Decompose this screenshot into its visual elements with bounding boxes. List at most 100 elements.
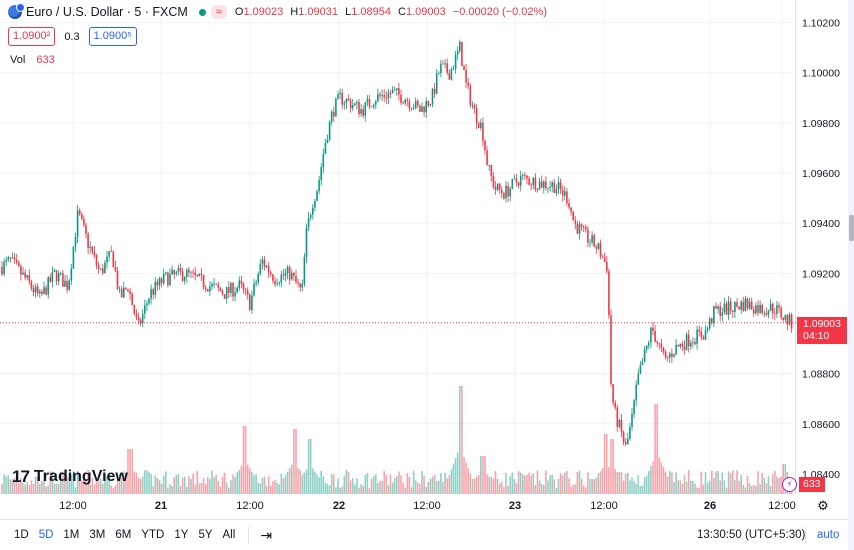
range-button-1m[interactable]: 1M (63, 529, 80, 541)
candle-body (97, 265, 100, 269)
candle-body (238, 280, 241, 288)
volume-bar (97, 481, 100, 494)
volume-bar (387, 484, 390, 494)
candlestick-series[interactable] (1, 39, 793, 447)
volume-bar (419, 484, 421, 494)
range-button-3m[interactable]: 3M (89, 529, 106, 541)
candle-body (708, 318, 711, 329)
volume-bar (278, 484, 280, 494)
candle-body (442, 63, 444, 65)
candle-body (692, 341, 694, 343)
volume-legend[interactable]: Vol 633 (10, 54, 55, 66)
candle-body (635, 384, 637, 401)
lightning-icon[interactable]: ⚡ (782, 477, 797, 492)
candle-body (11, 257, 14, 259)
volume-bar (425, 486, 427, 494)
range-button-all[interactable]: All (222, 529, 236, 541)
candle-body (43, 287, 45, 294)
volume-bar (675, 472, 677, 494)
candle-body (505, 185, 507, 199)
volume-bar (339, 487, 341, 494)
volume-bar (648, 470, 650, 494)
volume-bar (137, 477, 140, 494)
volume-bar (389, 474, 392, 494)
volume-bar (662, 467, 665, 494)
volume-bar (240, 466, 243, 494)
volume-bar (225, 482, 228, 494)
volume-bar (295, 429, 297, 494)
range-button-1d[interactable]: 1D (14, 529, 29, 541)
candle-body (564, 191, 566, 196)
candle-body (677, 344, 679, 347)
volume-bar (748, 483, 751, 494)
candle-body (175, 271, 178, 275)
candle-body (127, 289, 129, 291)
candle-body (748, 301, 751, 309)
candle-body (551, 182, 553, 187)
candle-body (446, 63, 448, 73)
time-axis[interactable]: 12:00 21 12:00 22 12:00 23 12:00 26 12:00 (0, 494, 796, 516)
volume-bar (765, 483, 768, 494)
range-button-1y[interactable]: 1Y (174, 529, 189, 541)
volume-bar (217, 481, 220, 494)
time-tick-label: 21 (154, 500, 168, 512)
candle-body (620, 419, 623, 433)
candle-body (414, 100, 417, 109)
volume-bar (318, 477, 320, 494)
quote-row: 1.0900² 0.3 1.0900⁵ (8, 27, 137, 46)
calendar-goto-icon[interactable]: ⇥ (260, 526, 273, 543)
candle-body (144, 305, 146, 314)
auto-scale-button[interactable]: auto (817, 529, 840, 541)
gear-icon[interactable]: ⚙ (817, 498, 829, 513)
candle-body (146, 303, 148, 306)
volume-bar (692, 480, 694, 494)
scrollbar-thumb[interactable] (849, 215, 854, 241)
chart-pane[interactable] (0, 0, 796, 494)
toolbar-divider (248, 526, 250, 544)
candle-body (217, 284, 220, 288)
volume-bar (564, 472, 566, 494)
candle-body (131, 293, 133, 306)
data-status-badge[interactable]: ≈ (210, 5, 227, 19)
price-chart[interactable] (0, 0, 796, 494)
volume-bar (444, 473, 446, 494)
candle-body (765, 312, 768, 315)
volume-bar (480, 456, 482, 494)
price-scale[interactable]: 1.10200 1.10000 1.09800 1.09600 1.09400 1.092… (796, 0, 848, 494)
right-panel-edge (848, 0, 854, 550)
candle-body (291, 272, 293, 280)
volume-bar (532, 473, 535, 494)
range-button-5d[interactable]: 5D (38, 529, 54, 541)
candle-body (427, 101, 430, 106)
buy-button[interactable]: 1.0900⁵ (88, 27, 137, 46)
candle-body (507, 185, 509, 197)
current-price-value: 1.09003 (803, 317, 841, 330)
volume-badge-value: 633 (799, 477, 825, 492)
sell-button[interactable]: 1.0900² (8, 27, 56, 46)
candle-body (18, 262, 20, 267)
candle-body (196, 275, 199, 277)
range-button-ytd[interactable]: YTD (141, 529, 165, 541)
symbol-title[interactable]: Euro / U.S. Dollar · 5 · FXCM (26, 5, 188, 19)
volume-bar (755, 485, 757, 494)
range-button-6m[interactable]: 6M (115, 529, 132, 541)
timezone-clock[interactable]: 13:30:50 (UTC+5:30) (697, 529, 806, 541)
volume-bar (488, 476, 490, 494)
candle-body (55, 270, 58, 282)
time-tick-label: 12:00 (413, 500, 441, 512)
volume-bar (732, 470, 734, 494)
candle-body (272, 274, 274, 281)
candle-body (671, 353, 673, 357)
candle-body (769, 303, 772, 312)
candle-body (652, 327, 654, 332)
volume-bar (746, 475, 749, 494)
range-button-5y[interactable]: 5Y (198, 529, 213, 541)
candle-body (337, 94, 339, 99)
volume-bar (656, 404, 658, 494)
candle-body (116, 270, 119, 289)
volume-bar (9, 479, 12, 494)
tradingview-logo[interactable]: 17 TradingView (12, 467, 128, 487)
candle-body (318, 179, 320, 192)
candle-body (614, 402, 616, 408)
volume-bar (780, 476, 782, 494)
